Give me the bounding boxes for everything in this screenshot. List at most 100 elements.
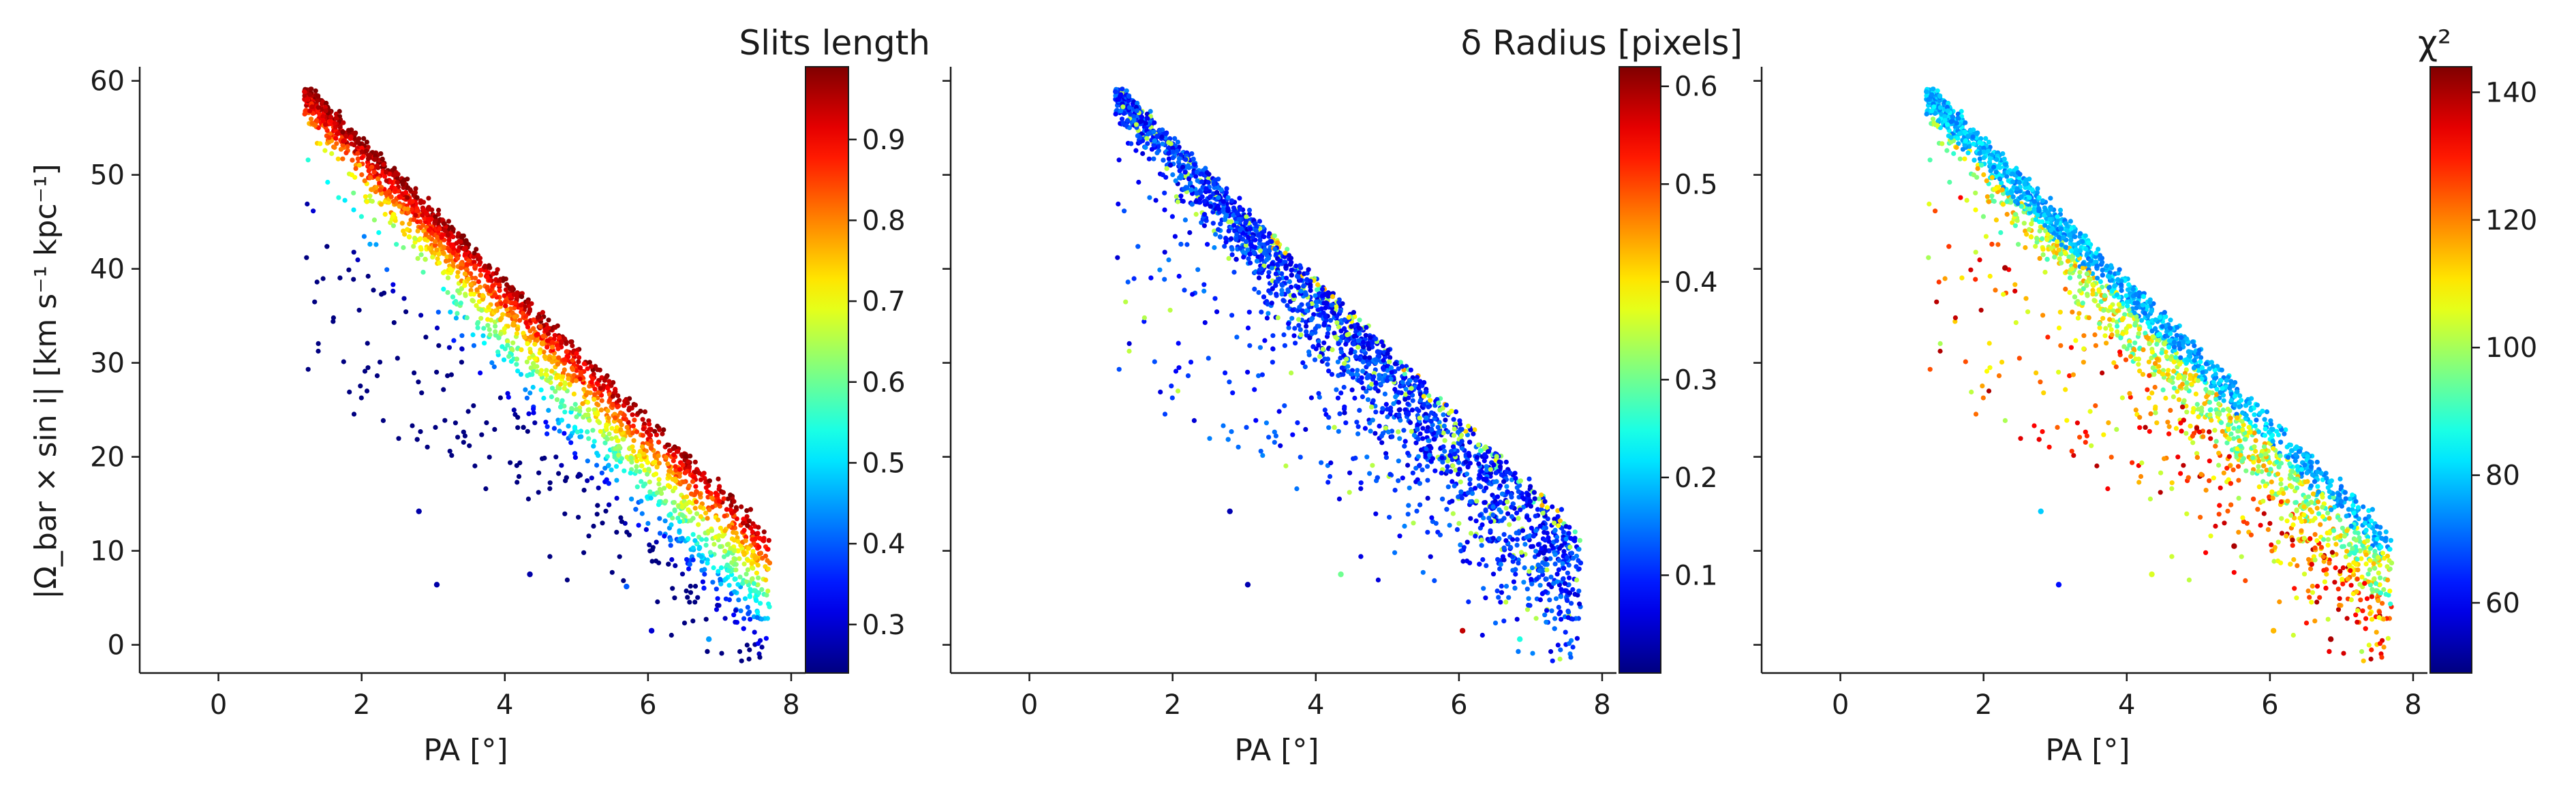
scatter-point: [1338, 349, 1344, 355]
scatter-point: [500, 312, 506, 317]
scatter-point: [655, 424, 660, 429]
scatter-point: [618, 410, 624, 416]
scatter-point: [1527, 476, 1532, 482]
scatter-point: [1334, 304, 1339, 309]
scatter-point: [351, 190, 356, 196]
scatter-point: [591, 443, 596, 449]
scatter-point: [540, 456, 545, 461]
scatter-point: [1321, 320, 1327, 326]
scatter-point: [686, 459, 691, 465]
scatter-point: [1379, 339, 1385, 345]
scatter-point: [1336, 341, 1341, 347]
scatter-point: [745, 604, 750, 610]
scatter-point: [562, 511, 568, 516]
scatter-point: [430, 254, 435, 260]
scatter-point: [671, 458, 676, 464]
scatter-point: [390, 282, 396, 287]
scatter-point: [662, 518, 668, 524]
colorbar-tick-label: 0.9: [862, 125, 906, 156]
scatter-point: [1247, 251, 1253, 257]
scatter-point: [1411, 520, 1416, 526]
scatter-point: [328, 114, 333, 120]
scatter-point: [1375, 577, 1381, 583]
scatter-point: [1542, 529, 1547, 535]
scatter-point: [594, 450, 600, 456]
scatter-point: [718, 565, 724, 571]
scatter-point: [733, 576, 738, 582]
scatter-point: [1426, 393, 1432, 398]
scatter-point: [1445, 458, 1451, 464]
scatter-point: [1282, 343, 1287, 348]
scatter-point: [1415, 454, 1421, 459]
scatter-point: [596, 390, 601, 395]
scatter-point: [1572, 529, 1578, 535]
scatter-point: [334, 116, 339, 121]
scatter-point: [732, 589, 737, 595]
scatter-point: [1540, 560, 1546, 565]
scatter-point: [746, 656, 752, 662]
scatter-point: [1176, 341, 1181, 346]
scatter-point: [1416, 408, 1422, 413]
scatter-point: [458, 300, 463, 306]
scatter-point: [1527, 517, 1532, 522]
scatter-point: [653, 471, 659, 477]
scatter-point: [698, 514, 703, 520]
scatter-point: [668, 543, 673, 548]
scatter-point: [1492, 621, 1499, 626]
scatter-point: [755, 609, 761, 615]
scatter-point: [574, 429, 581, 435]
scatter-point: [1552, 616, 1558, 621]
scatter-point: [1537, 568, 1542, 574]
scatter-point: [418, 236, 423, 241]
scatter-point: [656, 481, 662, 487]
scatter-point: [1227, 379, 1232, 385]
scatter-point: [448, 372, 455, 377]
scatter-point: [722, 528, 728, 533]
scatter-point: [591, 523, 596, 529]
scatter-point: [495, 267, 500, 272]
scatter-point: [530, 372, 535, 377]
scatter-point: [718, 544, 723, 550]
scatter-point: [340, 129, 346, 135]
scatter-point: [447, 448, 453, 454]
scatter-point: [693, 469, 699, 475]
scatter-point: [1311, 312, 1317, 317]
scatter-point: [1278, 443, 1283, 448]
scatter-point: [1396, 478, 1401, 484]
scatter-point: [1574, 577, 1580, 583]
scatter-point: [1544, 608, 1550, 613]
scatter-point: [1408, 367, 1413, 373]
scatter-point: [1378, 381, 1383, 387]
scatter-point: [628, 455, 634, 460]
scatter-point: [1293, 264, 1299, 269]
scatter-point: [748, 616, 753, 622]
scatter-point: [640, 417, 645, 422]
scatter-point: [1428, 398, 1433, 403]
scatter-point: [702, 572, 707, 577]
scatter-point: [1263, 420, 1269, 426]
scatter-point: [489, 360, 495, 366]
scatter-point: [671, 500, 677, 505]
scatter-point: [1505, 511, 1511, 516]
scatter-point: [656, 477, 662, 482]
scatter-point: [364, 388, 370, 394]
scatter-point: [436, 343, 442, 348]
scatter-point: [501, 357, 507, 362]
scatter-point: [406, 234, 412, 240]
scatter-point: [450, 294, 456, 300]
scatter-point: [1497, 464, 1503, 469]
scatter-point: [1460, 559, 1466, 564]
scatter-point: [592, 386, 598, 392]
scatter-point: [698, 477, 703, 482]
scatter-point: [545, 345, 550, 350]
scatter-point: [403, 309, 409, 315]
scatter-point: [1266, 435, 1272, 440]
scatter-point: [1556, 604, 1561, 610]
scatter-point: [1298, 263, 1303, 268]
scatter-point: [603, 508, 609, 514]
scatter-point: [445, 290, 450, 295]
scatter-point: [498, 331, 504, 337]
scatter-point: [475, 325, 480, 330]
scatter-point: [1373, 336, 1379, 342]
scatter-point: [1476, 461, 1482, 467]
